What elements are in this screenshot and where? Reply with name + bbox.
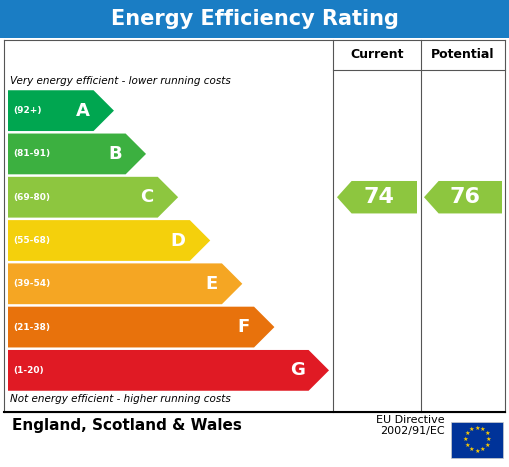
- Text: (39-54): (39-54): [13, 279, 50, 288]
- Text: Current: Current: [350, 49, 404, 62]
- Text: (92+): (92+): [13, 106, 42, 115]
- Polygon shape: [8, 263, 242, 304]
- Polygon shape: [424, 181, 502, 213]
- Text: ★: ★: [484, 443, 490, 448]
- Text: D: D: [171, 232, 186, 249]
- Text: EU Directive
2002/91/EC: EU Directive 2002/91/EC: [376, 415, 445, 436]
- Text: 76: 76: [449, 187, 480, 207]
- Text: (21-38): (21-38): [13, 323, 50, 332]
- Polygon shape: [8, 220, 210, 261]
- Text: A: A: [76, 102, 90, 120]
- Text: (81-91): (81-91): [13, 149, 50, 158]
- Text: ★: ★: [464, 443, 470, 448]
- Text: G: G: [290, 361, 304, 379]
- Text: E: E: [206, 275, 218, 293]
- Text: England, Scotland & Wales: England, Scotland & Wales: [12, 418, 242, 433]
- Text: ★: ★: [468, 447, 474, 452]
- Bar: [0, 0, 509, 38]
- Bar: [451, 422, 503, 458]
- Text: C: C: [140, 188, 154, 206]
- Polygon shape: [8, 307, 274, 347]
- Text: ★: ★: [480, 447, 486, 452]
- Text: (1-20): (1-20): [13, 366, 44, 375]
- Text: ★: ★: [480, 427, 486, 432]
- Text: ★: ★: [464, 431, 470, 436]
- Polygon shape: [8, 177, 178, 218]
- Text: ★: ★: [463, 437, 468, 442]
- Text: ★: ★: [474, 425, 480, 431]
- Text: ★: ★: [468, 427, 474, 432]
- Text: Not energy efficient - higher running costs: Not energy efficient - higher running co…: [10, 394, 231, 404]
- Polygon shape: [8, 134, 146, 174]
- Polygon shape: [8, 90, 114, 131]
- Text: ★: ★: [474, 448, 480, 453]
- Text: ★: ★: [484, 431, 490, 436]
- Text: Very energy efficient - lower running costs: Very energy efficient - lower running co…: [10, 76, 231, 86]
- Text: F: F: [238, 318, 250, 336]
- Text: 74: 74: [364, 187, 394, 207]
- Text: (55-68): (55-68): [13, 236, 50, 245]
- Polygon shape: [337, 181, 417, 213]
- Text: B: B: [108, 145, 122, 163]
- Text: Potential: Potential: [431, 49, 495, 62]
- Text: Energy Efficiency Rating: Energy Efficiency Rating: [110, 9, 399, 29]
- Polygon shape: [8, 350, 329, 391]
- Text: (69-80): (69-80): [13, 193, 50, 202]
- Text: ★: ★: [486, 437, 491, 442]
